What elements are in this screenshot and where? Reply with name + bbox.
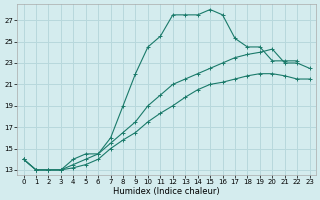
X-axis label: Humidex (Indice chaleur): Humidex (Indice chaleur) [113,187,220,196]
